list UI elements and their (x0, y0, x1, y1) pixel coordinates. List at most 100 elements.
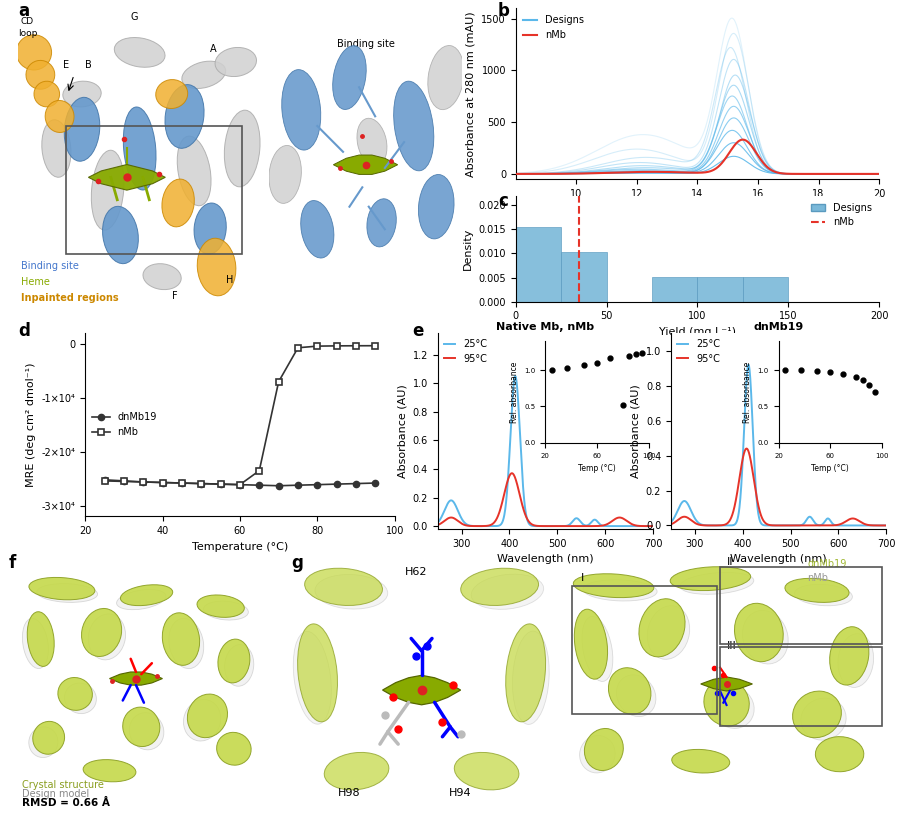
Ellipse shape (639, 599, 685, 657)
95°C (761, 518, 771, 528)
Ellipse shape (123, 707, 160, 746)
Y-axis label: MRE (deg cm² dmol⁻¹): MRE (deg cm² dmol⁻¹) (26, 362, 36, 487)
Ellipse shape (37, 584, 98, 602)
Bar (720, 567, 882, 644)
95°C (455, 517, 466, 527)
Ellipse shape (165, 85, 205, 148)
Text: Binding site: Binding site (336, 39, 395, 49)
Ellipse shape (315, 575, 388, 609)
nMb (157, 477, 168, 487)
Text: H62: H62 (405, 566, 428, 576)
25°C (881, 521, 892, 531)
Text: Crystal structure: Crystal structure (22, 781, 104, 791)
Ellipse shape (143, 264, 181, 290)
dnMb19 (274, 481, 284, 491)
95°C (814, 521, 824, 531)
X-axis label: Retention volume (mL): Retention volume (mL) (633, 204, 762, 214)
Ellipse shape (680, 572, 753, 594)
25°C (432, 517, 443, 527)
Text: A: A (210, 44, 217, 54)
dnMb19 (196, 479, 206, 489)
Ellipse shape (293, 631, 331, 724)
dnMb19 (331, 479, 342, 489)
dnMb19 (138, 477, 149, 487)
25°C (605, 521, 615, 531)
Ellipse shape (42, 120, 71, 177)
Legend: Designs, nMb: Designs, nMb (807, 199, 876, 232)
Line: dnMb19: dnMb19 (101, 476, 379, 489)
25°C (838, 521, 849, 531)
Ellipse shape (785, 578, 849, 602)
nMb (351, 341, 361, 351)
Ellipse shape (33, 721, 65, 754)
Polygon shape (701, 677, 753, 691)
Ellipse shape (428, 46, 464, 110)
Ellipse shape (367, 199, 396, 247)
Text: g: g (292, 554, 303, 572)
Ellipse shape (22, 618, 48, 669)
25°C (753, 508, 763, 518)
Ellipse shape (454, 752, 519, 790)
X-axis label: Temperature (°C): Temperature (°C) (192, 541, 288, 551)
Ellipse shape (648, 606, 690, 659)
Ellipse shape (83, 760, 136, 782)
Ellipse shape (117, 590, 166, 610)
Ellipse shape (123, 107, 156, 190)
Bar (516, 227, 562, 302)
25°C (519, 502, 530, 512)
Legend: Designs, nMb: Designs, nMb (518, 12, 588, 44)
dnMb19 (351, 479, 361, 489)
95°C (648, 521, 658, 531)
Text: E: E (63, 61, 69, 71)
dnMb19 (157, 477, 168, 487)
Ellipse shape (224, 645, 254, 686)
nMb (196, 479, 206, 489)
Y-axis label: Absorbance (AU): Absorbance (AU) (397, 384, 407, 478)
95°C (797, 521, 808, 531)
dnMb19 (292, 480, 303, 490)
Ellipse shape (269, 146, 301, 203)
Text: nMb: nMb (807, 573, 828, 583)
95°C (601, 520, 612, 530)
Y-axis label: Absorbance (AU): Absorbance (AU) (631, 384, 640, 478)
95°C (580, 521, 591, 531)
Ellipse shape (29, 577, 95, 600)
dnMb19 (370, 478, 380, 488)
Ellipse shape (27, 611, 54, 666)
Ellipse shape (65, 97, 100, 162)
Text: II: II (727, 556, 733, 566)
25°C (743, 360, 753, 370)
Line: 25°C: 25°C (671, 365, 886, 526)
Ellipse shape (45, 101, 74, 132)
Text: a: a (18, 2, 29, 21)
nMb (177, 478, 187, 488)
Text: III: III (727, 641, 736, 651)
25°C (833, 521, 844, 531)
Ellipse shape (218, 639, 250, 683)
nMb (370, 341, 380, 351)
25°C (814, 521, 824, 531)
Ellipse shape (194, 203, 226, 254)
Text: Heme: Heme (22, 277, 50, 287)
Ellipse shape (793, 691, 841, 738)
nMb (138, 477, 149, 487)
Ellipse shape (672, 750, 730, 773)
Text: H98: H98 (337, 788, 360, 798)
Ellipse shape (305, 568, 382, 606)
Ellipse shape (82, 608, 122, 656)
Bar (720, 646, 882, 726)
Text: loop: loop (18, 29, 38, 38)
Ellipse shape (169, 618, 204, 669)
Text: CD: CD (21, 17, 34, 26)
Ellipse shape (573, 574, 654, 597)
dnMb19 (234, 480, 245, 490)
Text: e: e (413, 322, 424, 341)
nMb (292, 342, 303, 352)
Ellipse shape (735, 603, 783, 661)
Legend: dnMb19, nMb: dnMb19, nMb (88, 408, 161, 441)
Ellipse shape (161, 179, 195, 227)
Ellipse shape (129, 712, 164, 750)
95°C (741, 443, 752, 453)
95°C (838, 518, 849, 528)
Y-axis label: Density: Density (463, 227, 473, 270)
